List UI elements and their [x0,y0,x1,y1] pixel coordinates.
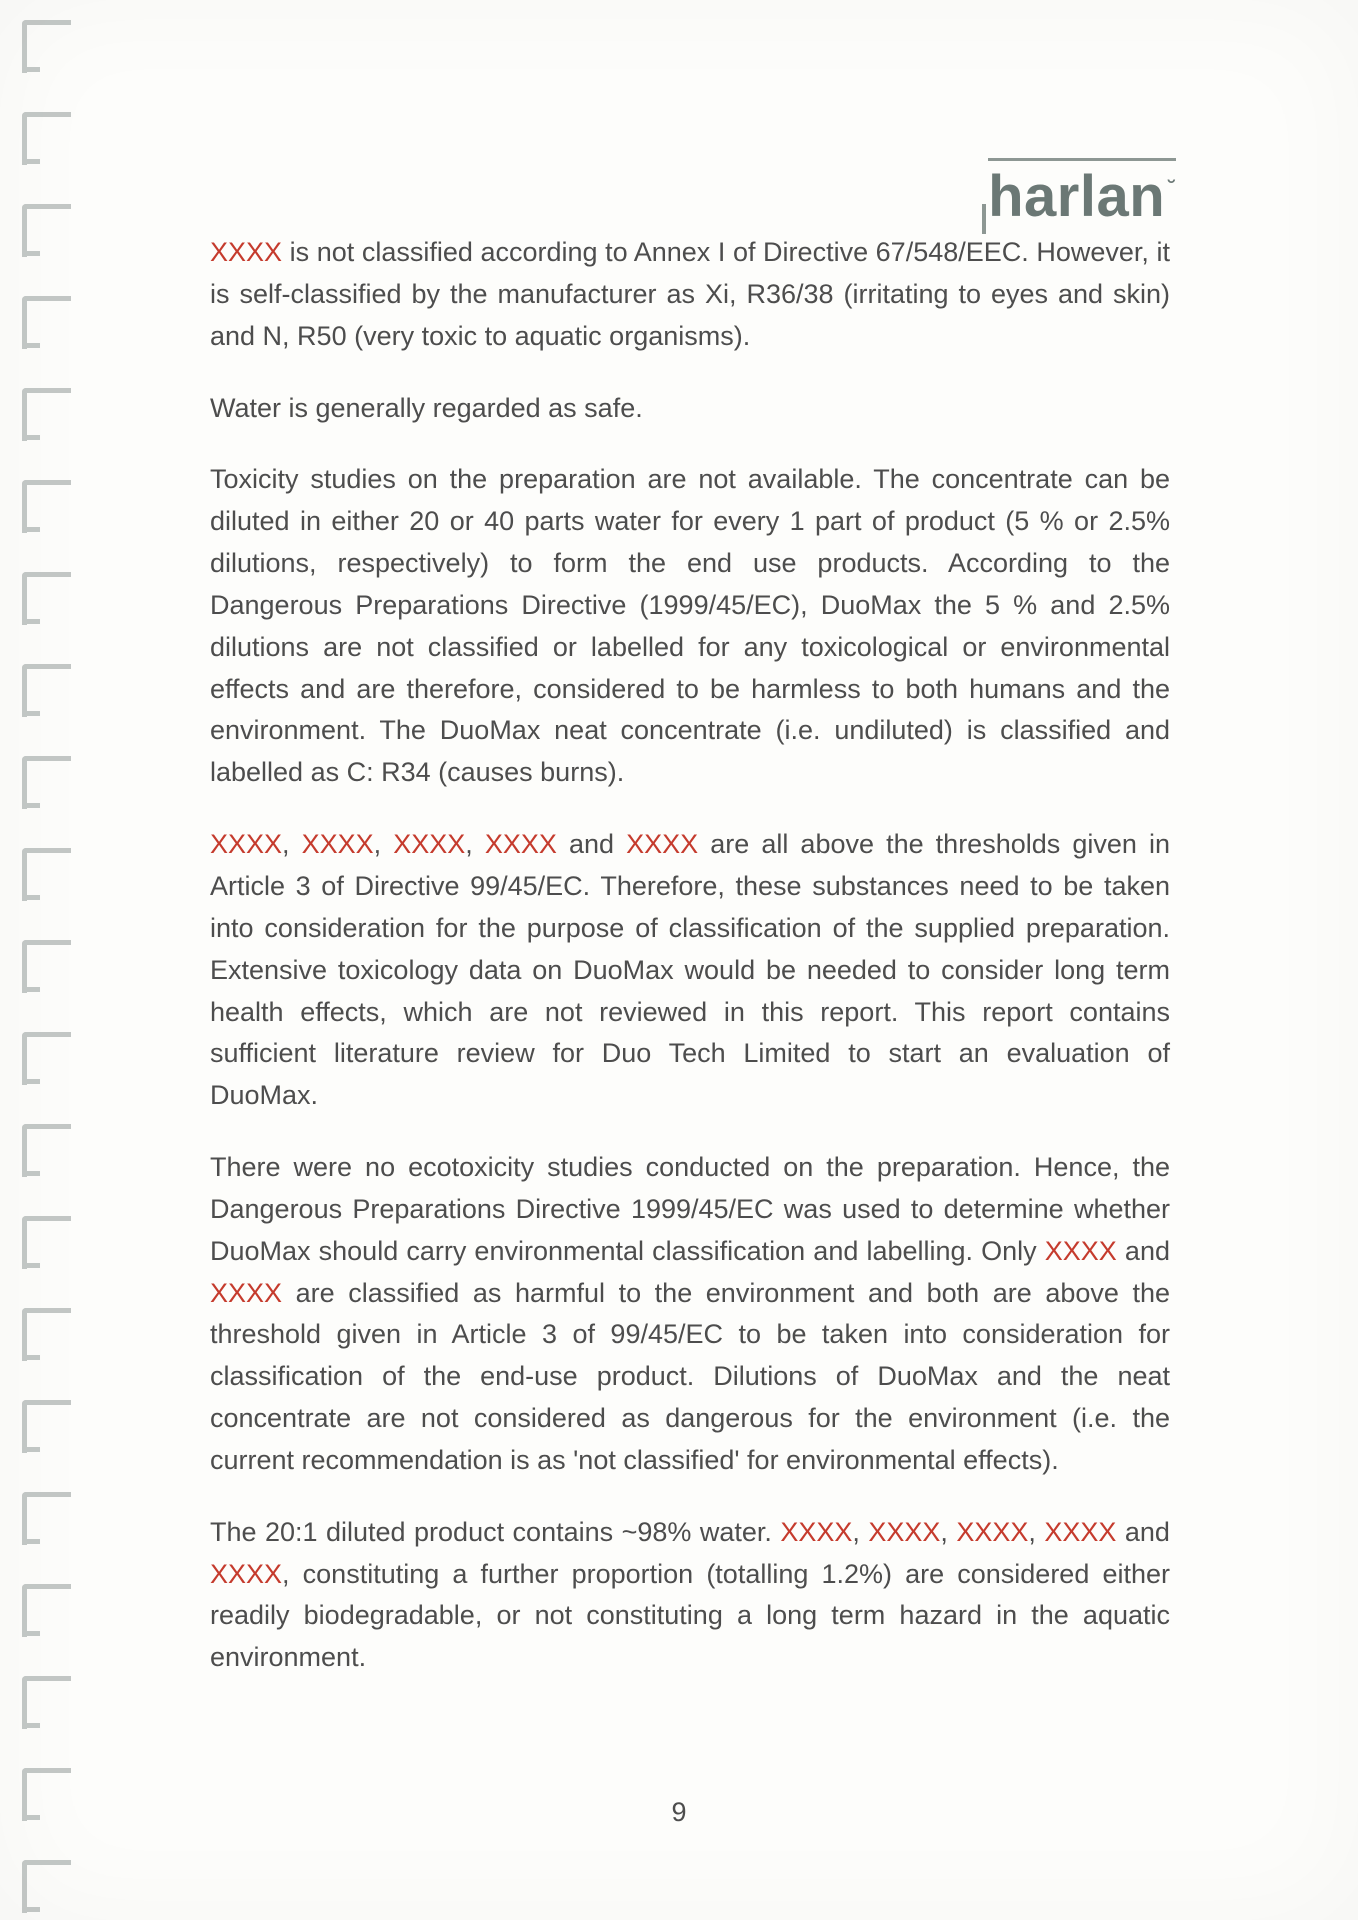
paragraph-6: The 20:1 diluted product contains ~98% w… [210,1512,1170,1679]
paragraph-4-tail: are all above the thresholds given in Ar… [210,829,1170,1110]
brand-logo: harlan˘ [988,158,1176,230]
redacted-text: XXXX [1045,1236,1117,1266]
paragraph-1-text: is not classified according to Annex I o… [210,237,1170,351]
sep: , [465,829,485,859]
binding-tick [22,1584,71,1637]
redacted-text: XXXX [210,829,282,859]
brand-accent: ˘ [1168,176,1176,202]
spiral-binding [10,0,80,1920]
paragraph-5: There were no ecotoxicity studies conduc… [210,1147,1170,1482]
binding-tick [22,112,71,165]
binding-tick [22,20,71,73]
redacted-text: XXXX [956,1517,1028,1547]
sep: , [1028,1517,1044,1547]
paragraph-5a: There were no ecotoxicity studies conduc… [210,1152,1170,1266]
paragraph-6b: , constituting a further proportion (tot… [210,1559,1170,1673]
redacted-text: XXXX [302,829,374,859]
redacted-text: XXXX [485,829,557,859]
sep: , [940,1517,956,1547]
redacted-text: XXXX [868,1517,940,1547]
binding-tick [22,1216,71,1269]
sep: , [282,829,302,859]
binding-tick [22,204,71,257]
and: and [1116,1517,1170,1547]
page-number: 9 [0,1797,1358,1828]
and: and [557,829,626,859]
binding-tick [22,480,71,533]
binding-tick [22,1124,71,1177]
paragraph-2: Water is generally regarded as safe. [210,388,1170,430]
binding-tick [22,1676,71,1729]
redacted-text: XXXX [393,829,465,859]
binding-tick [22,572,71,625]
redacted-text: XXXX [780,1517,852,1547]
document-page: harlan˘ XXXX is not classified according… [0,0,1358,1920]
sep: , [374,829,394,859]
paragraph-1: XXXX is not classified according to Anne… [210,232,1170,358]
binding-tick [22,848,71,901]
binding-tick [22,1032,71,1085]
paragraph-5c: are classified as harmful to the environ… [210,1278,1170,1475]
paragraph-3: Toxicity studies on the preparation are … [210,459,1170,794]
binding-tick [22,756,71,809]
brand-text: harlan [988,164,1165,229]
binding-tick [22,1308,71,1361]
binding-tick [22,940,71,993]
binding-tick [22,1492,71,1545]
paragraph-6a: The 20:1 diluted product contains ~98% w… [210,1517,780,1547]
redacted-text: XXXX [1044,1517,1116,1547]
redacted-text: XXXX [626,829,698,859]
paragraph-5b: and [1117,1236,1170,1266]
binding-tick [22,388,71,441]
redacted-text: XXXX [210,1559,282,1589]
binding-tick [22,664,71,717]
binding-tick [22,1400,71,1453]
binding-tick [22,296,71,349]
redacted-text: XXXX [210,1278,282,1308]
paragraph-4: XXXX, XXXX, XXXX, XXXX and XXXX are all … [210,824,1170,1117]
binding-tick [22,1860,71,1913]
sep: , [852,1517,868,1547]
redacted-text: XXXX [210,237,282,267]
body-text: XXXX is not classified according to Anne… [210,232,1170,1679]
